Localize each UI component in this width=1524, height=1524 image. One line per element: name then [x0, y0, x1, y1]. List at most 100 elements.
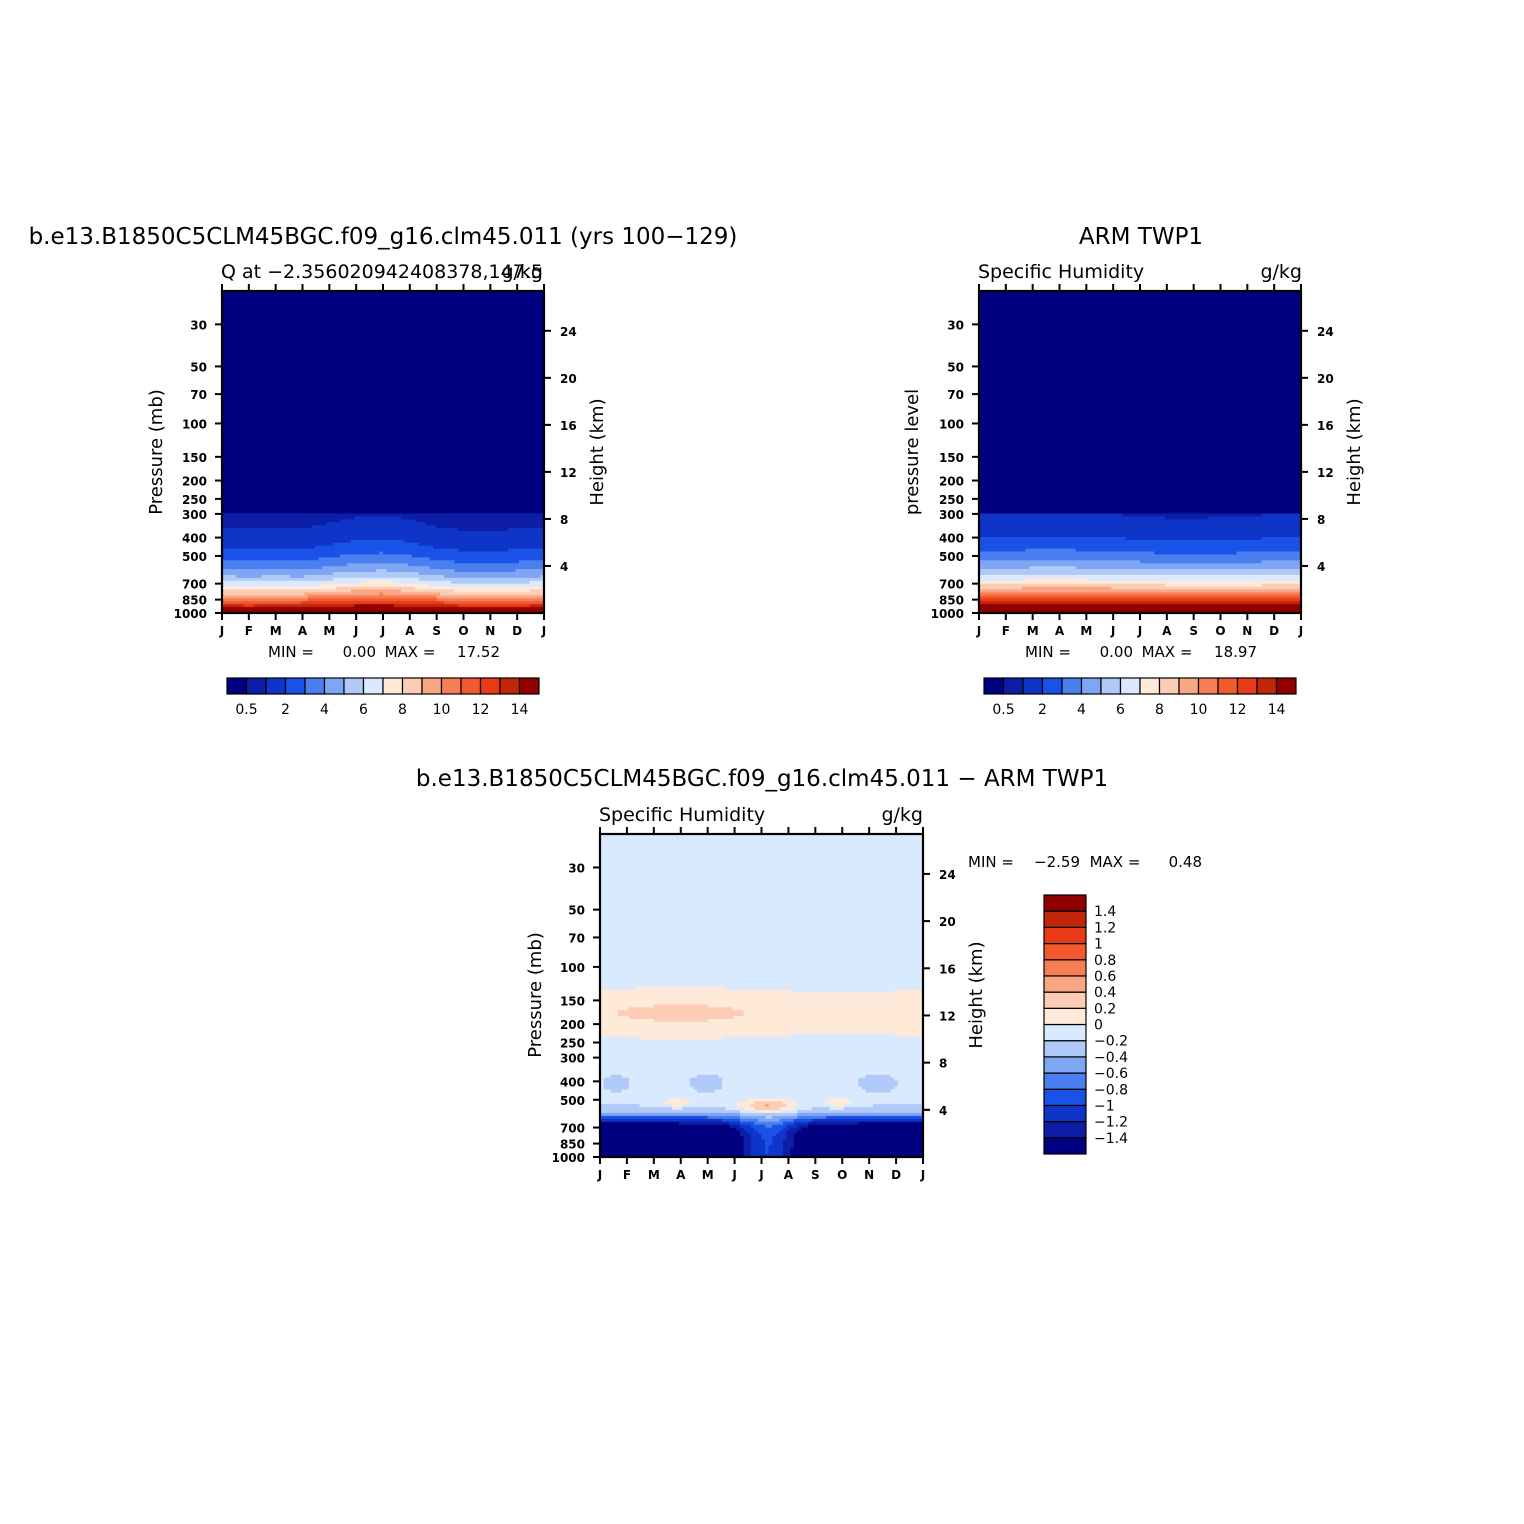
contour-cell [747, 1098, 791, 1102]
contour-cell [743, 1136, 752, 1140]
contour-cell [600, 998, 924, 1002]
contour-cell [768, 1104, 788, 1108]
colorbar-swatch [440, 677, 462, 695]
contour-cell [979, 393, 1302, 397]
contour-cell [318, 557, 431, 561]
colorbar-swatch [518, 677, 540, 695]
contour-cell [458, 548, 509, 553]
contour-cell [696, 1074, 720, 1079]
contour-cell [222, 340, 545, 345]
contour-cell [979, 396, 1302, 400]
contour-cell [786, 1133, 795, 1138]
contour-cell [797, 1110, 924, 1114]
contour-cell [600, 834, 924, 838]
y-axis-right-label: Height (km) [966, 941, 987, 1048]
contour-cell [757, 1118, 781, 1123]
contour-cell [689, 1077, 723, 1082]
contour-cell [603, 1080, 630, 1085]
y-right-tick-label: 24 [939, 868, 956, 882]
contour-cell [979, 326, 1302, 330]
contour-cell [768, 1151, 784, 1155]
contour-cell [750, 1104, 766, 1108]
contour-cell [600, 872, 924, 876]
contour-cell [393, 580, 452, 585]
contour-cell [979, 533, 1302, 538]
contour-cell [797, 1112, 924, 1117]
contour-cell [696, 1089, 716, 1093]
colorbar-swatch [1043, 1072, 1087, 1090]
contour-cell [222, 574, 237, 579]
contour-cell [600, 860, 924, 864]
y-tick-label: 50 [568, 904, 585, 918]
colorbar-swatch [1043, 1121, 1087, 1139]
contour-cell [979, 472, 1302, 477]
colorbar-swatch [1061, 677, 1083, 695]
colorbar-label: 0.2 [1094, 1001, 1116, 1017]
contour-cell [743, 1154, 752, 1158]
colorbar-swatch [226, 677, 248, 695]
contour-cell [979, 481, 1302, 485]
colorbar-swatch [421, 677, 443, 695]
contour-cell [979, 580, 1302, 585]
contour-cell [894, 989, 924, 994]
contour-cell [979, 586, 1023, 591]
contour-cell [790, 1154, 924, 1158]
contour-cell [979, 551, 1155, 556]
contour-cell [307, 598, 438, 602]
y-tick-label: 50 [947, 360, 964, 374]
contour-cell [621, 1074, 698, 1079]
contour-cell [979, 478, 1302, 482]
contour-cell [600, 1039, 924, 1044]
contour-cell [790, 1151, 924, 1155]
contour-cell [454, 589, 531, 594]
panel-diff-units: g/kg [881, 804, 923, 826]
contour-cell [872, 1104, 924, 1108]
contour-cell [222, 422, 545, 427]
contour-cell [979, 364, 1302, 368]
y-tick-label: 500 [182, 550, 207, 564]
contour-cell [600, 945, 924, 950]
contour-cell [600, 1092, 924, 1096]
contour-cell [682, 1107, 727, 1111]
contour-cell [979, 422, 1302, 427]
contour-cell [739, 1133, 752, 1138]
contour-cell [379, 551, 384, 556]
contour-cell [979, 452, 1302, 456]
contour-cell [979, 437, 1302, 441]
y-tick-label: 300 [560, 1052, 585, 1066]
x-tick-label: N [485, 624, 495, 638]
contour-cell [600, 869, 924, 873]
contour-cell [1025, 577, 1087, 582]
contour-cell [436, 595, 545, 599]
y-tick-label: 250 [939, 493, 964, 507]
y-right-tick-label: 20 [560, 372, 577, 386]
contour-cell [600, 1004, 655, 1008]
contour-cell [689, 1080, 723, 1085]
colorbar-swatch [1043, 926, 1087, 945]
contour-cell [1075, 566, 1302, 570]
y-tick-label: 70 [947, 388, 964, 402]
contour-cell [383, 592, 441, 597]
contour-cell [600, 904, 924, 909]
x-tick-label: M [1080, 624, 1092, 638]
x-tick-label: S [811, 1168, 820, 1182]
x-tick-label: D [512, 624, 522, 638]
y-tick-label: 400 [939, 532, 964, 546]
contour-cell [765, 1139, 773, 1143]
contour-cell [979, 378, 1302, 383]
contour-cell [336, 586, 416, 591]
y-tick-label: 250 [182, 493, 207, 507]
y-tick-label: 850 [939, 594, 964, 608]
contour-cell [600, 907, 924, 911]
contour-cell [979, 323, 1302, 327]
y-tick-label: 700 [182, 578, 207, 592]
contour-cell [222, 601, 302, 605]
contour-cell [979, 337, 1302, 342]
contour-cell [222, 469, 545, 474]
contour-cell [600, 1098, 669, 1102]
colorbar-label: 0.6 [1094, 969, 1116, 985]
y-tick-label: 1000 [931, 607, 964, 621]
contour-cell [600, 1136, 745, 1140]
x-tick-label: J [380, 624, 385, 638]
